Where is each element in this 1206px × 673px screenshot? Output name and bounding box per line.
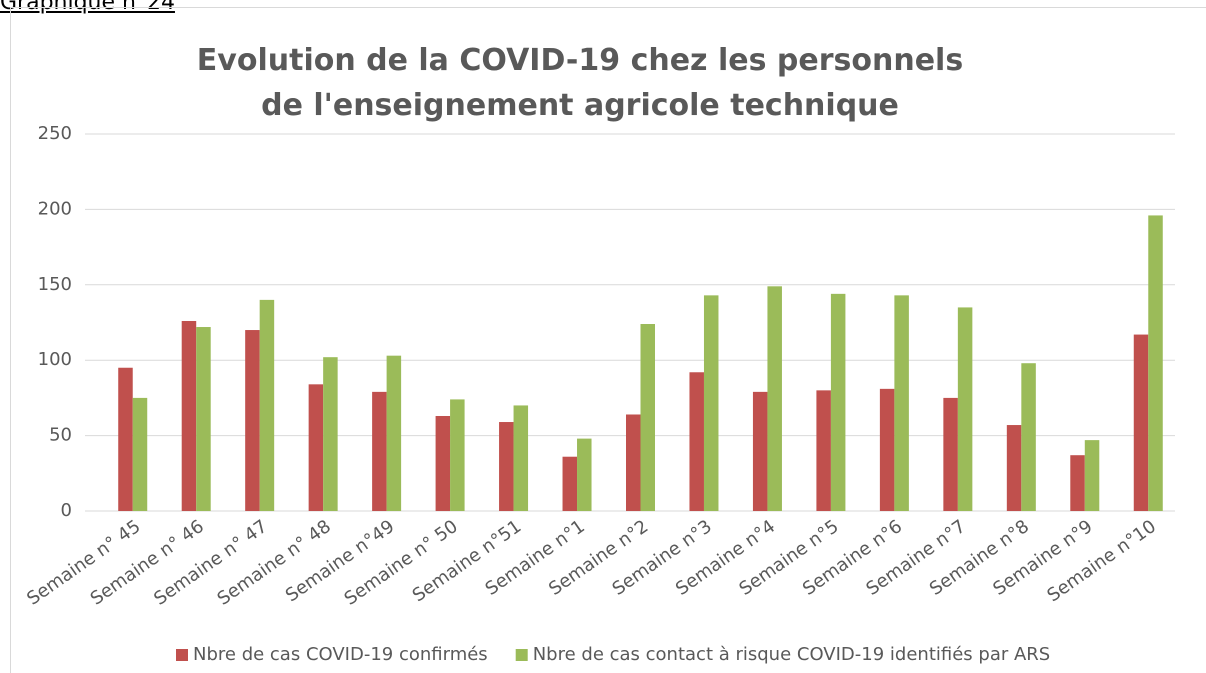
bar xyxy=(1133,334,1149,511)
y-tick-label: 250 xyxy=(38,123,72,144)
bar xyxy=(323,357,338,511)
x-tick-label: Semaine n°51 xyxy=(409,516,526,606)
bar xyxy=(118,367,133,511)
legend-label: Nbre de cas contact à risque COVID-19 id… xyxy=(533,644,1051,665)
bar xyxy=(957,307,973,511)
bar xyxy=(830,293,846,511)
bar xyxy=(132,397,148,511)
bar xyxy=(499,422,514,511)
x-tick-label: Semaine n° 46 xyxy=(87,516,208,610)
bar xyxy=(1070,455,1085,511)
y-tick-label: 100 xyxy=(38,349,72,370)
bar xyxy=(386,355,402,511)
bar xyxy=(577,438,592,511)
bar xyxy=(879,388,895,511)
y-tick-label: 0 xyxy=(61,500,72,521)
bar xyxy=(1021,363,1036,511)
chart-border xyxy=(10,7,1206,673)
bar xyxy=(640,324,655,511)
bar xyxy=(752,391,768,511)
bar xyxy=(245,330,260,511)
x-tick-label: Semaine n° 47 xyxy=(150,516,271,610)
chart-title: Evolution de la COVID-19 chez les person… xyxy=(196,43,964,123)
bar xyxy=(943,397,958,511)
bar xyxy=(435,415,451,511)
bar xyxy=(1084,440,1100,511)
y-tick-label: 200 xyxy=(38,198,72,219)
bar xyxy=(513,405,529,511)
bar xyxy=(703,295,719,511)
x-tick-label: Semaine n°10 xyxy=(1043,516,1160,606)
bar xyxy=(562,456,578,511)
legend-swatch xyxy=(176,649,188,661)
bar xyxy=(894,295,909,511)
bar xyxy=(372,391,387,511)
x-tick-label: Semaine n° 50 xyxy=(341,516,462,610)
legend-label: Nbre de cas COVID-19 confirmés xyxy=(193,644,488,665)
legend-swatch xyxy=(515,649,528,661)
x-tick-label: Semaine n° 48 xyxy=(214,516,335,610)
y-tick-label: 50 xyxy=(49,425,72,446)
bar xyxy=(259,299,275,511)
bar xyxy=(689,372,704,511)
bar xyxy=(196,327,211,511)
y-tick-label: 150 xyxy=(38,274,72,295)
x-tick-label: Semaine n° 45 xyxy=(23,516,144,610)
bar xyxy=(181,320,197,511)
bar xyxy=(767,286,782,511)
bar xyxy=(816,390,831,511)
bar xyxy=(308,384,324,511)
bar xyxy=(1148,215,1163,511)
bar xyxy=(626,414,641,511)
bar xyxy=(1006,425,1022,511)
bar xyxy=(450,399,465,511)
